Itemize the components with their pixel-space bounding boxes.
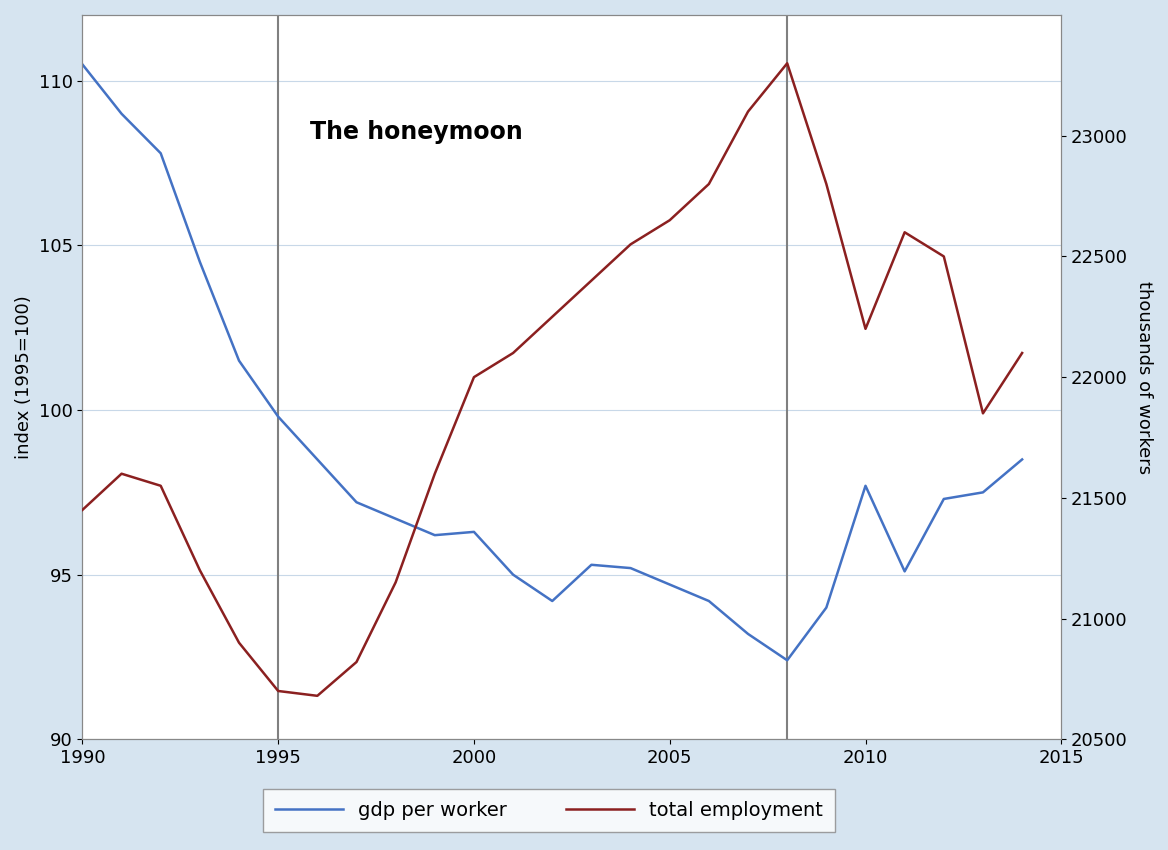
total employment xyxy=(389,577,403,587)
gdp per worker xyxy=(584,559,598,570)
total employment xyxy=(427,468,442,479)
gdp per worker xyxy=(898,566,912,576)
total employment xyxy=(506,348,520,358)
total employment xyxy=(741,106,755,116)
total employment xyxy=(819,178,833,189)
gdp per worker xyxy=(427,530,442,541)
total employment xyxy=(702,178,716,189)
Y-axis label: thousands of workers: thousands of workers xyxy=(1135,280,1153,473)
gdp per worker xyxy=(937,494,951,504)
total employment xyxy=(311,691,325,701)
total employment xyxy=(780,58,794,68)
total employment xyxy=(232,638,246,648)
gdp per worker xyxy=(662,580,676,590)
gdp per worker xyxy=(271,411,285,422)
total employment xyxy=(858,324,872,334)
gdp per worker xyxy=(858,481,872,491)
gdp per worker xyxy=(114,109,128,119)
gdp per worker xyxy=(76,60,90,70)
gdp per worker xyxy=(311,455,325,465)
total employment xyxy=(154,481,168,491)
total employment xyxy=(467,372,481,382)
gdp per worker xyxy=(702,596,716,606)
Line: total employment: total employment xyxy=(83,63,1022,696)
gdp per worker xyxy=(193,257,207,267)
gdp per worker xyxy=(624,563,638,573)
gdp per worker xyxy=(467,527,481,537)
gdp per worker xyxy=(780,655,794,666)
total employment xyxy=(114,468,128,479)
gdp per worker xyxy=(819,603,833,613)
gdp per worker xyxy=(741,629,755,639)
Line: gdp per worker: gdp per worker xyxy=(83,65,1022,660)
total employment xyxy=(624,239,638,249)
total employment xyxy=(1015,348,1029,358)
Y-axis label: index (1995=100): index (1995=100) xyxy=(15,295,33,459)
gdp per worker xyxy=(232,355,246,366)
gdp per worker xyxy=(976,487,990,497)
gdp per worker xyxy=(1015,455,1029,465)
total employment xyxy=(76,505,90,515)
total employment xyxy=(271,686,285,696)
total employment xyxy=(937,252,951,262)
Text: The honeymoon: The honeymoon xyxy=(310,121,522,144)
gdp per worker xyxy=(154,148,168,158)
gdp per worker xyxy=(506,570,520,580)
total employment xyxy=(898,227,912,237)
total employment xyxy=(662,215,676,225)
Legend: gdp per worker, total employment: gdp per worker, total employment xyxy=(263,790,835,832)
gdp per worker xyxy=(389,513,403,524)
total employment xyxy=(349,657,363,667)
gdp per worker xyxy=(349,497,363,507)
total employment xyxy=(545,312,559,322)
total employment xyxy=(976,408,990,418)
gdp per worker xyxy=(545,596,559,606)
total employment xyxy=(193,565,207,575)
total employment xyxy=(584,275,598,286)
